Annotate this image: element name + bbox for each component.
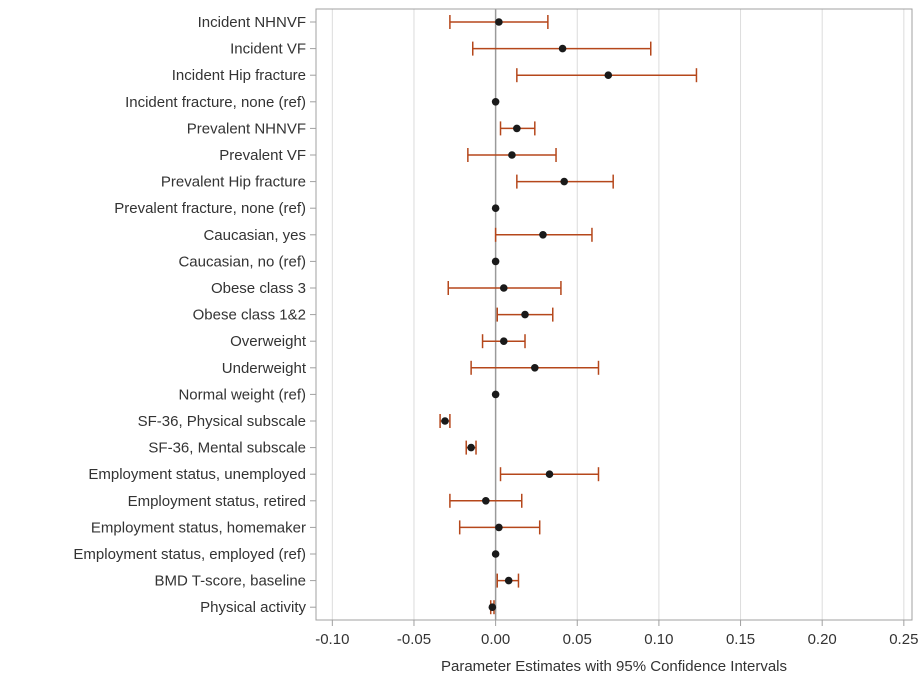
category-label: Overweight [230, 333, 307, 350]
point-estimate [491, 204, 500, 212]
confidence-intervals [439, 15, 698, 615]
x-tick-label: -0.05 [397, 631, 431, 648]
point-estimate [495, 18, 503, 26]
x-tick-label: 0.05 [563, 631, 592, 648]
point-estimates [441, 18, 613, 611]
category-label: Employment status, homemaker [91, 519, 306, 536]
point-estimate [499, 337, 508, 346]
category-label: Prevalent Hip fracture [161, 174, 306, 191]
category-label: Incident VF [230, 41, 306, 58]
category-label: Prevalent fracture, none (ref) [114, 200, 306, 217]
point-estimate [521, 310, 529, 319]
point-estimate [513, 124, 521, 133]
point-estimate [488, 603, 497, 611]
category-labels: Incident NHNVF Incident VF Incident Hip fr… [73, 14, 316, 616]
category-label: Caucasian, no (ref) [178, 253, 306, 270]
x-tick-label: -0.10 [315, 631, 349, 648]
x-tick-label: 0.10 [644, 631, 673, 648]
category-label: SF-36, Mental subscale [148, 440, 306, 457]
point-estimate [499, 284, 508, 292]
point-estimate [491, 257, 500, 266]
point-estimate [558, 44, 567, 53]
category-label: Obese class 3 [211, 280, 306, 297]
point-estimate [508, 151, 516, 159]
x-tick-label: 0.25 [889, 631, 918, 648]
point-estimate [604, 71, 613, 79]
point-estimate [560, 177, 568, 186]
x-axis-title: Parameter Estimates with 95% Confidence … [441, 658, 787, 675]
category-label: Prevalent NHNVF [187, 120, 306, 137]
category-label: Employment status, employed (ref) [73, 546, 306, 563]
point-estimate [482, 497, 490, 505]
category-label: Underweight [222, 360, 307, 377]
category-label: Normal weight (ref) [178, 386, 306, 403]
category-label: Incident fracture, none (ref) [125, 94, 306, 111]
point-estimate [504, 576, 513, 585]
category-label: Caucasian, yes [203, 227, 306, 244]
grid-lines [331, 9, 905, 620]
category-label: Physical activity [200, 599, 306, 616]
x-tick-label: 0.15 [726, 631, 755, 648]
point-estimate [441, 417, 449, 425]
point-estimate [467, 443, 475, 452]
point-estimate [495, 523, 503, 532]
category-label: Incident NHNVF [198, 14, 306, 31]
category-label: BMD T-score, baseline [155, 573, 306, 590]
category-label: Incident Hip fracture [172, 67, 306, 84]
category-label: Employment status, retired [128, 493, 306, 510]
point-estimate [545, 470, 554, 479]
x-axis-ticks: -0.10 -0.05 0.00 0.05 0.10 0.15 0.20 0.25 [315, 620, 918, 648]
point-estimate [531, 364, 539, 372]
category-label: Employment status, unemployed [88, 466, 306, 483]
category-label: SF-36, Physical subscale [138, 413, 306, 430]
x-tick-label: 0.00 [481, 631, 510, 648]
point-estimate [491, 390, 500, 399]
category-label: Obese class 1&2 [193, 307, 306, 324]
category-label: Prevalent VF [219, 147, 306, 164]
x-tick-label: 0.20 [808, 631, 837, 648]
point-estimate [491, 550, 500, 558]
point-estimate [539, 231, 547, 239]
point-estimate [491, 98, 500, 106]
